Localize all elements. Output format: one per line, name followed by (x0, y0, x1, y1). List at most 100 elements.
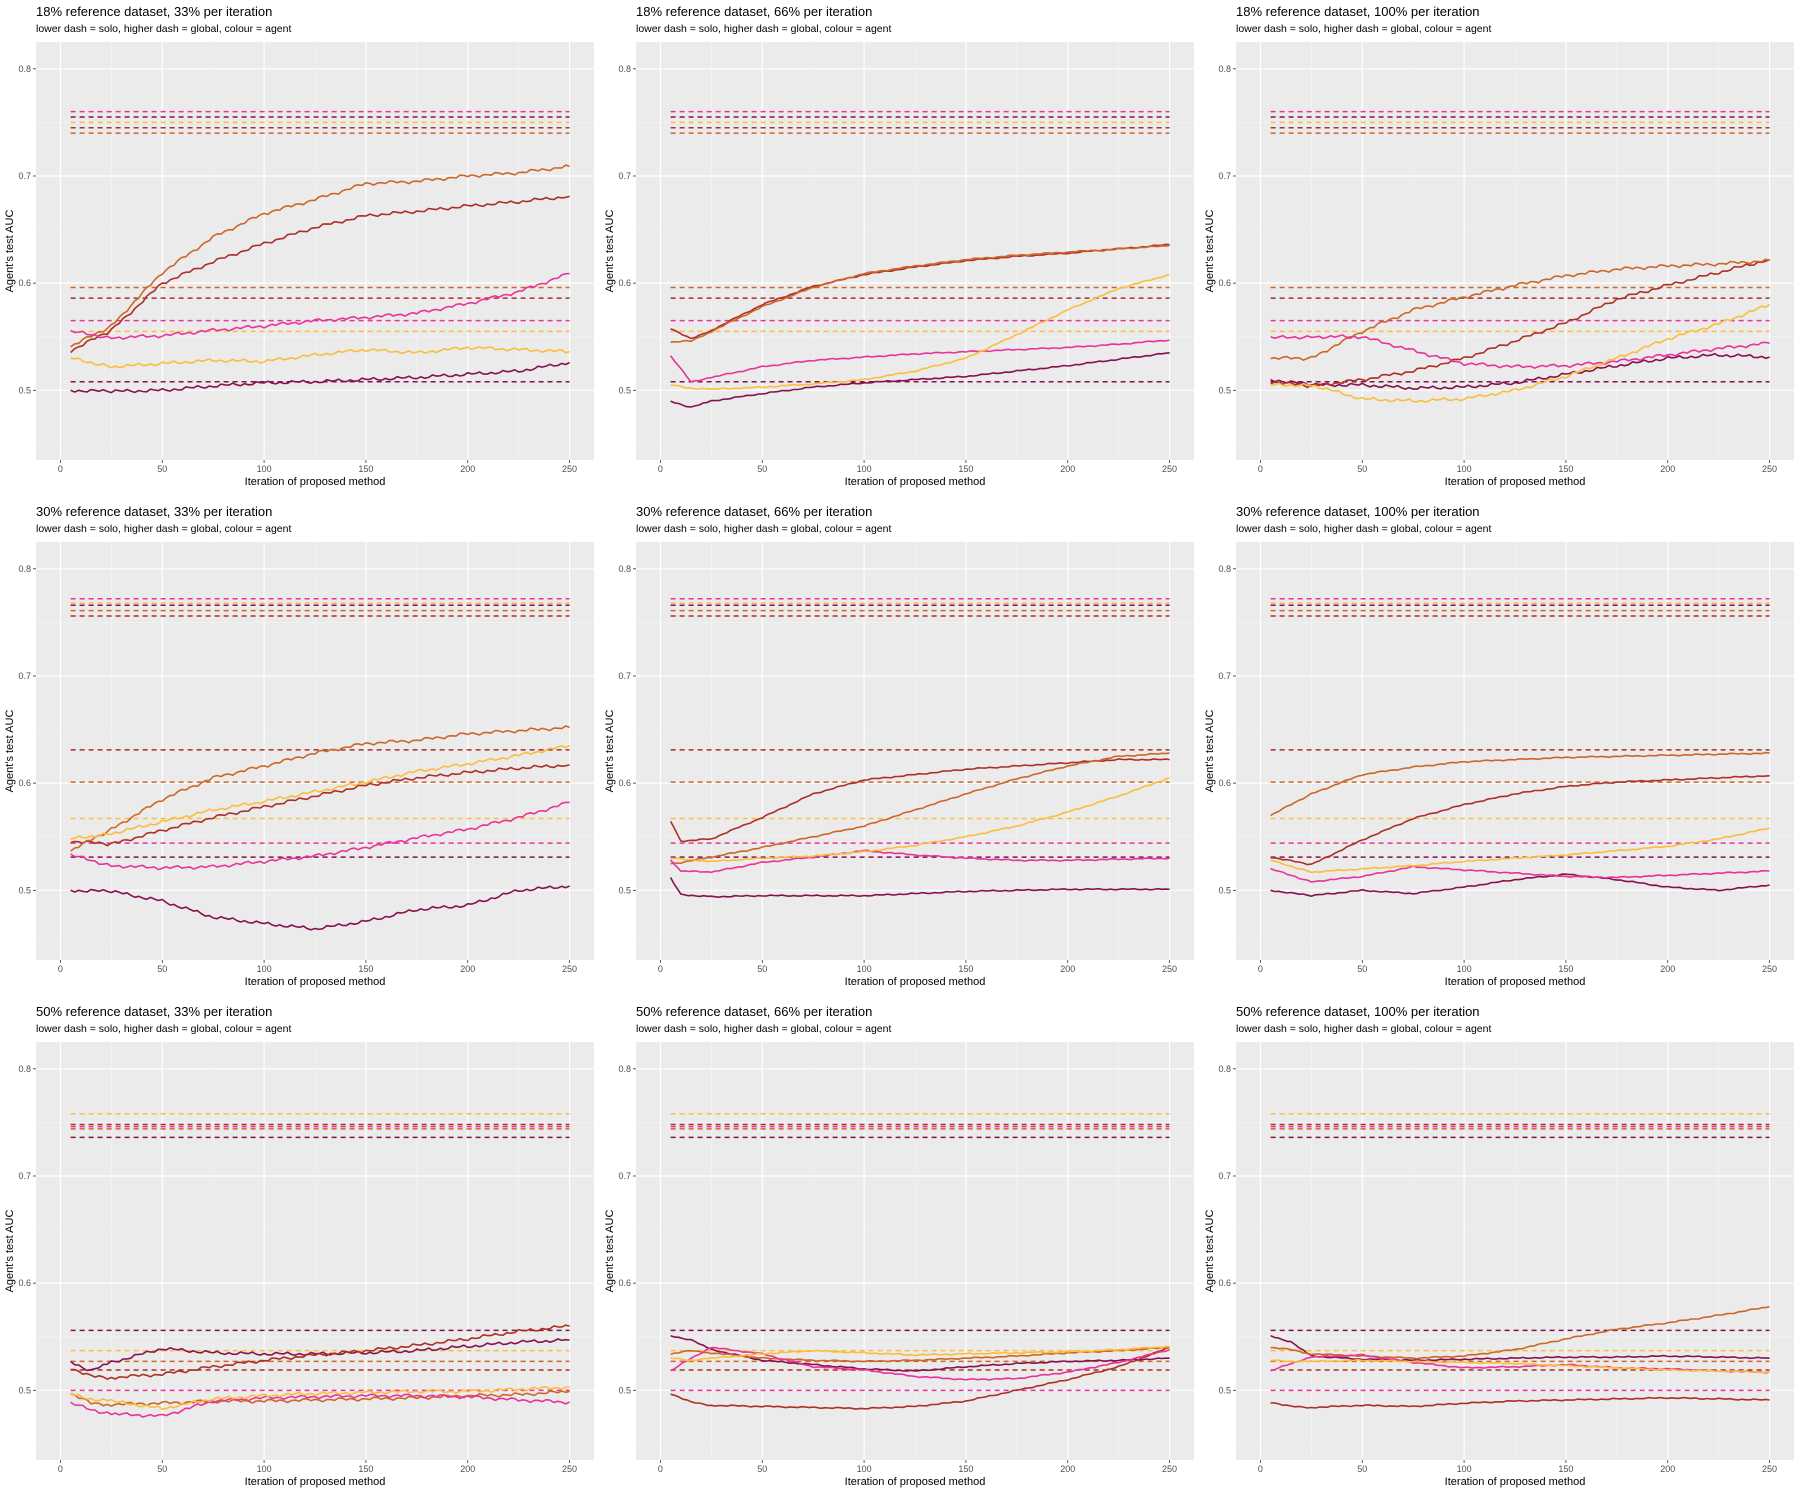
series-line-agent-4 (70, 1393, 570, 1418)
y-tick-label: 0.5 (618, 885, 631, 895)
y-tick-label: 0.7 (618, 1171, 631, 1181)
series-line-agent-1 (669, 877, 1170, 898)
series-line-agent-1 (1270, 352, 1770, 390)
x-tick-label: 250 (1762, 1464, 1777, 1474)
chart-title: 50% reference dataset, 33% per iteration (36, 1004, 272, 1019)
x-tick-label: 100 (857, 964, 872, 974)
chart-panel-1: 18% reference dataset, 33% per iteration… (4, 4, 594, 488)
chart-title: 18% reference dataset, 33% per iteration (36, 4, 272, 19)
x-tick-label: 250 (562, 964, 577, 974)
chart-title: 50% reference dataset, 100% per iteratio… (1236, 1004, 1480, 1019)
y-tick-label: 0.6 (18, 278, 31, 288)
x-tick-label: 100 (857, 1464, 872, 1474)
y-tick-label: 0.5 (18, 1385, 31, 1395)
chart-title: 50% reference dataset, 66% per iteration (636, 1004, 872, 1019)
y-tick-label: 0.7 (18, 671, 31, 681)
series-line-agent-2 (1270, 774, 1770, 866)
y-tick-label: 0.8 (18, 64, 31, 74)
series-line-agent-2 (670, 1346, 1170, 1410)
x-tick-label: 200 (1660, 964, 1675, 974)
series-line-agent-4 (1270, 334, 1770, 369)
series-line-agent-2 (70, 195, 570, 354)
x-tick-label: 250 (562, 464, 577, 474)
x-tick-label: 250 (1162, 1464, 1177, 1474)
y-axis-title: Agent's test AUC (604, 710, 616, 793)
x-tick-label: 50 (157, 464, 167, 474)
series-line-agent-5 (670, 777, 1170, 863)
series-line-agent-5 (670, 1345, 1170, 1362)
x-tick-label: 150 (958, 1464, 973, 1474)
x-tick-label: 200 (1060, 1464, 1075, 1474)
x-tick-label: 100 (1457, 464, 1472, 474)
x-tick-label: 100 (257, 1464, 272, 1474)
series-line-agent-3 (70, 164, 570, 348)
chart-subtitle: lower dash = solo, higher dash = global,… (636, 1023, 891, 1035)
chart-title: 30% reference dataset, 33% per iteration (36, 504, 272, 519)
x-tick-label: 100 (1457, 964, 1472, 974)
series-line-agent-5 (70, 345, 570, 369)
chart-title: 18% reference dataset, 66% per iteration (636, 4, 872, 19)
x-tick-label: 0 (1258, 964, 1263, 974)
x-tick-label: 0 (1258, 464, 1263, 474)
x-tick-label: 50 (157, 1464, 167, 1474)
series-line-agent-3 (1270, 751, 1770, 817)
x-tick-label: 50 (1357, 964, 1367, 974)
chart-title: 30% reference dataset, 100% per iteratio… (1236, 504, 1480, 519)
x-axis-title: Iteration of proposed method (245, 976, 386, 988)
chart-panel-7: 50% reference dataset, 33% per iteration… (4, 1004, 594, 1488)
series-line-agent-4 (669, 849, 1170, 874)
x-tick-label: 250 (1762, 464, 1777, 474)
y-tick-label: 0.8 (618, 564, 631, 574)
y-axis-title: Agent's test AUC (604, 1210, 616, 1293)
y-tick-label: 0.5 (1218, 1385, 1231, 1395)
x-tick-label: 0 (658, 464, 663, 474)
chart-subtitle: lower dash = solo, higher dash = global,… (1236, 23, 1491, 35)
y-tick-label: 0.8 (18, 564, 31, 574)
series-line-agent-5 (670, 273, 1170, 390)
x-tick-label: 50 (757, 1464, 767, 1474)
chart-subtitle: lower dash = solo, higher dash = global,… (36, 1023, 291, 1035)
y-tick-label: 0.6 (618, 278, 631, 288)
y-tick-label: 0.7 (1218, 1171, 1231, 1181)
series-line-agent-4 (670, 1346, 1170, 1381)
chart-panel-9: 50% reference dataset, 100% per iteratio… (1204, 1004, 1794, 1488)
chart-panel-5: 30% reference dataset, 66% per iteration… (604, 504, 1194, 988)
x-tick-label: 0 (658, 1464, 663, 1474)
chart-subtitle: lower dash = solo, higher dash = global,… (1236, 1023, 1491, 1035)
series-line-agent-3 (1270, 258, 1770, 361)
series-line-agent-2 (1270, 258, 1770, 389)
series-line-agent-2 (1270, 1396, 1770, 1409)
x-tick-label: 250 (562, 1464, 577, 1474)
y-tick-label: 0.6 (1218, 278, 1231, 288)
series-line-agent-1 (670, 352, 1170, 408)
y-tick-label: 0.5 (618, 1385, 631, 1395)
x-tick-label: 150 (958, 464, 973, 474)
y-tick-label: 0.6 (18, 1278, 31, 1288)
series-line-agent-1 (70, 361, 570, 394)
series-line-agent-3 (670, 244, 1170, 344)
chart-title: 30% reference dataset, 66% per iteration (636, 504, 872, 519)
chart-subtitle: lower dash = solo, higher dash = global,… (36, 23, 291, 35)
y-axis-title: Agent's test AUC (4, 210, 16, 293)
x-tick-label: 200 (460, 464, 475, 474)
x-tick-label: 150 (358, 1464, 373, 1474)
y-tick-label: 0.8 (18, 1064, 31, 1074)
x-axis-title: Iteration of proposed method (1445, 1476, 1586, 1488)
y-tick-label: 0.5 (1218, 385, 1231, 395)
x-tick-label: 0 (58, 964, 63, 974)
series-line-agent-1 (70, 1338, 570, 1372)
y-tick-label: 0.7 (1218, 671, 1231, 681)
x-tick-label: 150 (1558, 464, 1573, 474)
chart-panel-4: 30% reference dataset, 33% per iteration… (4, 504, 594, 988)
y-tick-label: 0.8 (1218, 564, 1231, 574)
y-tick-label: 0.5 (18, 385, 31, 395)
x-tick-label: 200 (1660, 1464, 1675, 1474)
y-tick-label: 0.6 (1218, 778, 1231, 788)
chart-panel-2: 18% reference dataset, 66% per iteration… (604, 4, 1194, 488)
x-tick-label: 250 (1162, 964, 1177, 974)
x-axis-title: Iteration of proposed method (845, 1476, 986, 1488)
x-tick-label: 150 (1558, 964, 1573, 974)
series-line-agent-4 (70, 272, 570, 340)
chart-subtitle: lower dash = solo, higher dash = global,… (636, 23, 891, 35)
